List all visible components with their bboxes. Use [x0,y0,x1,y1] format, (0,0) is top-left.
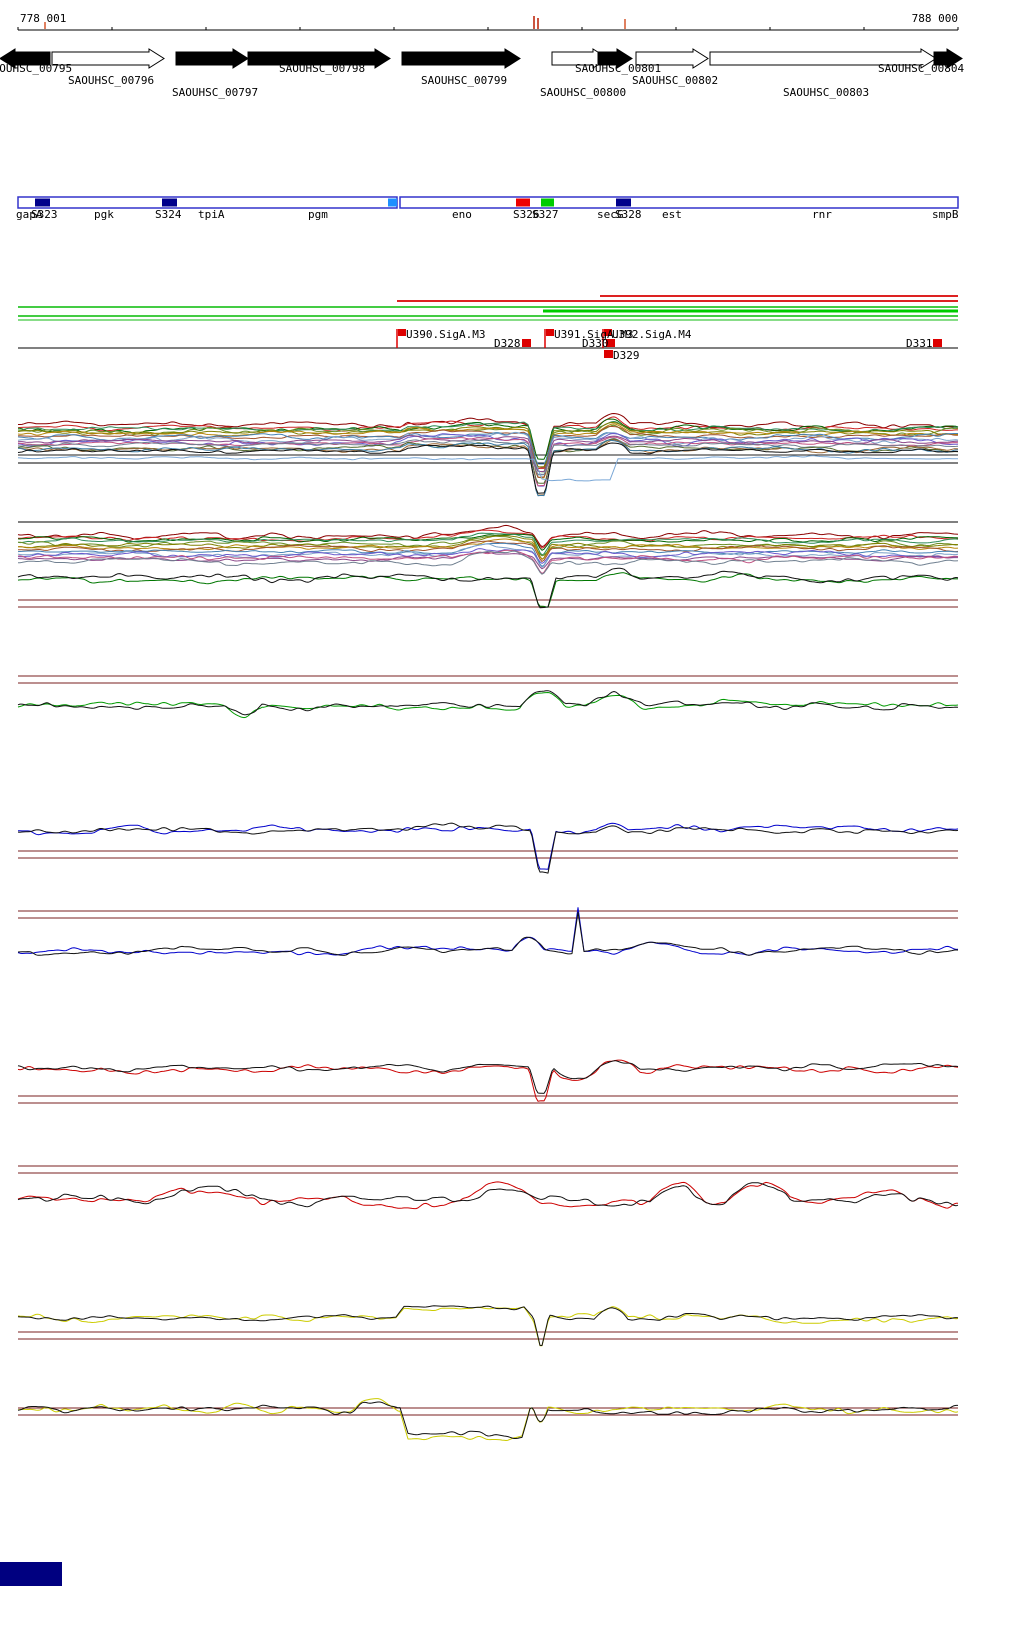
gene-map-block-light-blue-cap[interactable] [388,198,397,207]
signal-line [17,532,959,556]
map-label: rnr [812,208,832,221]
signal-line [17,426,959,478]
gene-arrow-SAOUHSC_00797[interactable] [175,48,249,69]
gene-map-block-S326[interactable] [516,198,530,207]
map-label: secG [597,208,624,221]
flag-label: U391.SigA.M3 [554,328,634,341]
signal-line [17,442,959,494]
flag-icon[interactable] [398,329,406,336]
map-label: pgk [94,208,114,221]
marker-icon[interactable] [933,339,942,347]
marker-icon[interactable] [604,350,613,358]
map-label: S328 [615,208,642,221]
map-label: tpiA [198,208,225,221]
gene-map-segment[interactable] [17,196,398,209]
map-label: S324 [155,208,182,221]
gene-label: SAOUHSC_00799 [421,74,508,87]
signal-line [18,540,959,562]
gene-arrow-SAOUHSC_00796[interactable] [51,48,165,69]
signal-line [17,1398,959,1441]
gene-label: SAOUHSC_00796 [68,74,155,87]
signal-line [17,1060,959,1094]
gene-arrow-SAOUHSC_00803[interactable] [709,48,937,69]
gene-label: SAOUHSC_00804 [878,62,965,75]
signal-line [17,822,959,870]
flag-icon[interactable] [546,329,554,336]
signal-line [17,690,959,716]
gene-label: SAOUHSC_00795 [0,62,73,75]
map-label: pgm [308,208,328,221]
signal-line [17,524,959,548]
marker-label: D331 [906,337,933,350]
signal-line [17,529,959,549]
gene-map-block-S328[interactable] [616,198,631,207]
gene-map-block-S323[interactable] [35,198,50,207]
signal-line [17,439,959,496]
gene-arrow-SAOUHSC_00804[interactable] [933,48,963,69]
signal-line [17,421,958,473]
signal-line [17,1182,959,1208]
signal-line [17,548,959,564]
map-label: eno [452,208,472,221]
signal-line [17,533,959,551]
signal-line [17,692,959,719]
flag-label: U392.SigA.M4 [612,328,692,341]
map-label: S326 [513,208,540,221]
signal-line [17,1401,958,1439]
signal-line [17,549,959,574]
signal-line [17,567,959,609]
ruler-end-label: 788 000 [911,12,958,25]
signal-line [17,436,959,487]
signal-line [17,432,958,465]
gene-arrow-SAOUHSC_00798[interactable] [247,48,391,69]
signal-line [17,438,959,475]
marker-label: D330 [582,337,609,350]
signal-line [17,439,958,497]
ruler-start-label: 778 001 [20,12,67,25]
signal-line [17,435,959,473]
gene-label: SAOUHSC_00800 [540,86,627,99]
gene-arrow-SAOUHSC_00799[interactable] [401,48,521,69]
gene-label: SAOUHSC_00797 [172,86,259,99]
gene-map-segment[interactable] [399,196,959,209]
flag-label: U390.SigA.M3 [406,328,486,341]
signal-line [17,1305,959,1346]
signal-line [17,1306,959,1347]
marker-label: D329 [613,349,640,362]
gene-arrow-SAOUHSC_00795[interactable] [0,48,51,69]
signal-line [17,455,958,482]
signal-line [17,535,959,560]
gene-label: SAOUHSC_00798 [279,62,366,75]
signal-line [18,413,959,468]
gene-arrow-SAOUHSC_00801[interactable] [597,48,633,69]
signal-line [17,822,959,874]
marker-icon[interactable] [522,339,531,347]
gene-label: SAOUHSC_00802 [632,74,719,87]
map-label: S323 [31,208,58,221]
gene-map-block-S324[interactable] [162,198,177,207]
flag-icon[interactable] [604,329,612,336]
signal-line [18,550,959,575]
signal-line [17,911,959,956]
signal-line [17,1181,958,1210]
map-label: est [662,208,682,221]
gene-arrow-SAOUHSC_00802[interactable] [635,48,709,69]
gene-label: SAOUHSC_00801 [575,62,662,75]
marker-icon[interactable] [606,339,615,347]
map-label: S327 [532,208,559,221]
map-label: gapA [16,208,43,221]
signal-line [17,1059,959,1102]
bottom-left-box [0,1562,62,1586]
gene-map-block-S327[interactable] [541,198,554,207]
marker-label: D328 [494,337,521,350]
map-label: smpB [932,208,959,221]
gene-label: SAOUHSC_00803 [783,86,870,99]
